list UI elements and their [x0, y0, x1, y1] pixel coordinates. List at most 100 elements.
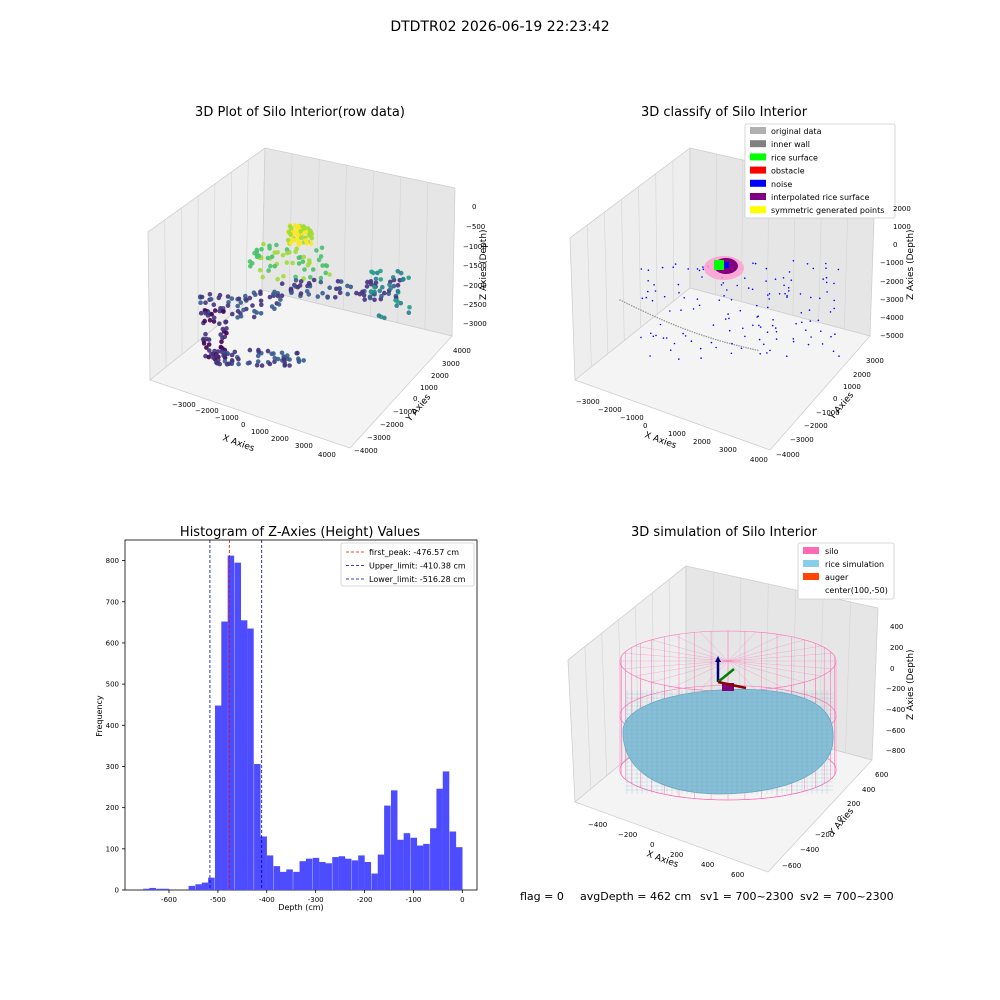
- raw-point: [304, 289, 310, 294]
- raw-point: [223, 320, 228, 325]
- silo-roof-spoke: [673, 634, 729, 662]
- silo-roof-spoke: [699, 660, 729, 691]
- wall-point: [621, 300, 624, 302]
- hist-bar: [234, 562, 242, 890]
- panel-classify-3d: 3D classify of Silo Interior original da…: [569, 105, 916, 464]
- wall-point: [745, 346, 747, 349]
- noise-point: [678, 291, 680, 294]
- noise-point: [682, 332, 684, 335]
- raw-y-tick: −1000: [393, 408, 417, 416]
- raw-point: [206, 354, 212, 360]
- wall-point: [623, 301, 626, 304]
- noise-point: [680, 309, 682, 312]
- noise-point: [763, 343, 765, 346]
- hist-bar: [162, 888, 170, 890]
- status-footer: flag = 0 avgDepth = 462 cm sv1 = 700~230…: [520, 890, 894, 903]
- wall-point: [619, 299, 621, 301]
- raw-point: [276, 302, 282, 307]
- noise-point: [740, 347, 743, 350]
- hist-x-tick-label: -300: [308, 896, 324, 904]
- noise-point: [837, 268, 840, 271]
- raw-point: [325, 295, 330, 300]
- raw-point: [314, 248, 319, 253]
- noise-point: [805, 329, 807, 332]
- noise-point: [692, 308, 695, 310]
- hist-bar: [254, 764, 261, 890]
- raw-point: [406, 275, 412, 281]
- hist-bar: [319, 862, 326, 890]
- raw-point: [235, 303, 240, 309]
- raw-point: [297, 283, 303, 288]
- noise-point: [788, 290, 790, 292]
- sim-x-tick: −400: [588, 821, 607, 829]
- raw-point: [295, 226, 300, 231]
- classify-axis-ticks: −3000 −2000 −1000 0 1000 2000 3000 4000 …: [576, 205, 911, 464]
- classify-z-tick: −4000: [880, 314, 904, 322]
- raw-point: [275, 293, 281, 299]
- raw-point: [212, 348, 217, 354]
- raw-point: [295, 350, 300, 356]
- legend-label: obstacle: [771, 167, 805, 176]
- noise-point: [726, 289, 728, 291]
- raw-point: [293, 278, 299, 283]
- wall-point: [665, 320, 668, 323]
- hist-bar: [240, 620, 248, 890]
- wall-point: [728, 342, 731, 345]
- hist-bar: [208, 877, 215, 890]
- raw-point: [334, 286, 339, 292]
- legend-swatch: [750, 153, 766, 161]
- hist-bar: [188, 885, 196, 890]
- noise-point: [758, 338, 761, 341]
- noise-point: [724, 318, 727, 320]
- raw-point: [364, 284, 370, 289]
- classify-x-tick: 2000: [693, 438, 711, 446]
- raw-point: [226, 361, 232, 367]
- raw-point: [235, 309, 241, 314]
- hist-bar: [149, 887, 156, 890]
- raw-x-tick: −1000: [215, 414, 239, 422]
- raw-z-tick: −1500: [463, 262, 487, 270]
- sim-y-tick: −600: [782, 862, 801, 870]
- legend-label: first_peak: -476.57 cm: [369, 548, 459, 557]
- sim-y-tick: 200: [847, 800, 860, 808]
- wall-point: [742, 346, 745, 348]
- hist-bar: [260, 836, 267, 890]
- raw-point: [289, 290, 294, 296]
- raw-scatter-points: [197, 223, 412, 368]
- hist-bar: [286, 869, 293, 890]
- noise-point: [784, 292, 786, 295]
- noise-point: [833, 282, 835, 285]
- raw-point: [293, 274, 298, 280]
- hist-axes: [124, 539, 478, 891]
- noise-point: [810, 336, 812, 338]
- noise-point: [783, 284, 785, 287]
- silo-roof-spoke: [727, 645, 822, 662]
- hist-x-tick-label: -200: [357, 896, 373, 904]
- raw-point: [252, 250, 257, 256]
- sim-y-tick: −400: [800, 846, 819, 854]
- raw-point: [280, 252, 286, 258]
- noise-point: [771, 324, 774, 327]
- noise-point: [698, 304, 701, 307]
- raw-y-tick: 3000: [442, 360, 460, 368]
- hist-bar: [266, 855, 274, 890]
- legend-label: interpolated rice surface: [771, 193, 869, 202]
- raw-y-tick: −2000: [380, 421, 404, 429]
- noise-point: [640, 336, 642, 339]
- raw-point: [255, 359, 261, 364]
- classify-x-tick: 0: [643, 422, 647, 430]
- noise-point: [782, 277, 785, 279]
- wall-point: [686, 329, 689, 331]
- wall-point: [719, 340, 722, 342]
- classify-y-tick: −3000: [790, 436, 814, 444]
- raw-point: [406, 310, 412, 316]
- sim-x-tick: 600: [731, 871, 744, 879]
- raw-point: [201, 336, 206, 342]
- raw-point: [323, 263, 329, 268]
- raw-y-tick: 0: [413, 395, 417, 403]
- hist-bar: [390, 790, 398, 890]
- raw-point: [224, 326, 229, 331]
- wall-point: [721, 340, 724, 343]
- noise-point: [788, 271, 791, 273]
- noise-point: [786, 355, 788, 358]
